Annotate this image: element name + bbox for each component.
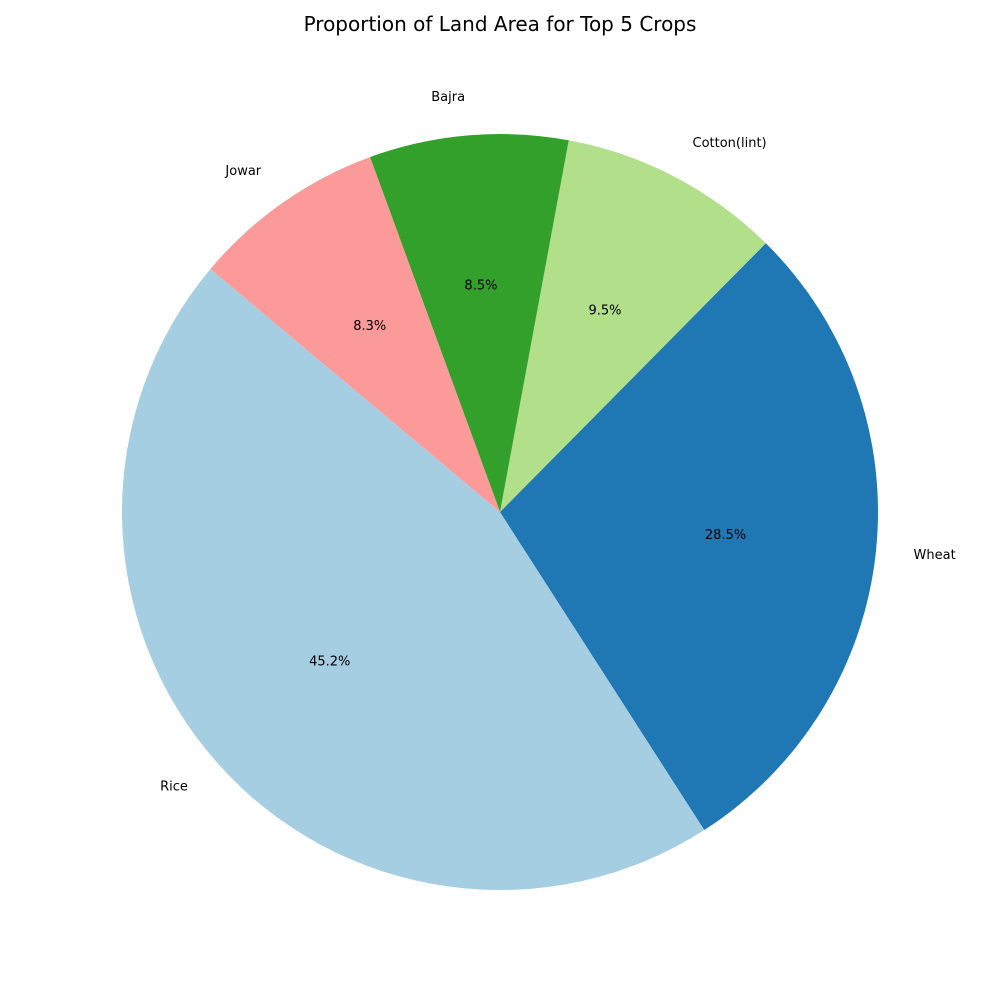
chart-title: Proportion of Land Area for Top 5 Crops xyxy=(303,12,697,36)
pie-slice-jowar xyxy=(210,157,501,512)
pie-slice-bajra xyxy=(369,133,569,512)
pie-slice-rice xyxy=(122,269,705,890)
pie-pct-label: 28.5% xyxy=(705,528,746,543)
pie-slice-cotton-lint xyxy=(500,140,766,513)
pie-pct-label: 45.2% xyxy=(309,654,350,669)
pie-labels: 45.2% Rice 28.5% Wheat 9.5% Cotton(lint) 8.5% B… xyxy=(160,90,956,794)
pie-slices xyxy=(122,133,878,890)
pie-slice-wheat xyxy=(500,243,878,831)
pie-pct-label: 8.5% xyxy=(464,279,497,294)
pie-category-label: Jowar xyxy=(224,164,261,179)
pie-category-label: Bajra xyxy=(431,90,465,105)
pie-category-label: Wheat xyxy=(914,548,956,563)
pie-category-label: Cotton(lint) xyxy=(693,136,767,151)
pie-pct-label: 8.3% xyxy=(353,319,386,334)
pie-category-label: Rice xyxy=(160,779,188,794)
pie-pct-label: 9.5% xyxy=(588,303,621,318)
